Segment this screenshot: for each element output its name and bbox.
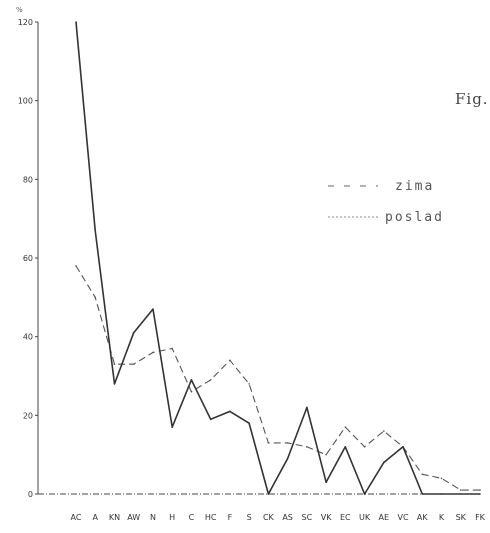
- x-category-label: S: [247, 513, 252, 522]
- data-point-poslad: [209, 418, 212, 421]
- data-point-zima: [229, 359, 231, 362]
- x-category-label: EC: [340, 513, 351, 522]
- data-point-zima: [286, 442, 289, 444]
- data-point-zima: [171, 347, 173, 350]
- data-point-zima: [421, 473, 424, 476]
- x-category-label: C: [189, 513, 195, 522]
- data-point-zima: [75, 265, 77, 267]
- data-point-zima: [267, 442, 270, 444]
- data-point-poslad: [363, 493, 366, 495]
- data-point-poslad: [383, 461, 385, 464]
- data-point-poslad: [190, 379, 193, 381]
- data-point-poslad: [113, 383, 116, 385]
- data-point-zima: [132, 363, 135, 366]
- legend-item-poslad: poslad: [328, 210, 444, 225]
- data-point-poslad: [248, 422, 250, 425]
- data-point-zima: [152, 351, 154, 354]
- y-tick-label: 20: [23, 411, 33, 420]
- y-tick-label: 40: [23, 333, 33, 342]
- data-point-zima: [190, 390, 193, 393]
- x-category-label: FK: [475, 513, 486, 522]
- data-point-zima: [209, 379, 212, 381]
- series-layer: [75, 21, 481, 495]
- legend-label-poslad: poslad: [385, 210, 444, 225]
- x-category-label: VK: [321, 513, 332, 522]
- legend: zima poslad: [328, 179, 444, 225]
- x-category-label: AC: [71, 513, 82, 522]
- x-category-label: AK: [417, 513, 428, 522]
- data-point-zima: [383, 430, 385, 432]
- figure-label: Fig.: [455, 90, 489, 108]
- data-point-poslad: [421, 493, 424, 495]
- x-category-labels: AC A KN AW N H C HC F S CK AS SC VK EC UK AE VC AK K SK FK: [71, 513, 486, 522]
- data-point-zima: [306, 446, 308, 448]
- y-tick-label: 80: [23, 175, 33, 184]
- x-category-label: K: [439, 513, 445, 522]
- data-point-poslad: [152, 308, 154, 310]
- data-point-poslad: [306, 406, 308, 409]
- data-point-zima: [94, 296, 97, 299]
- data-point-poslad: [440, 493, 443, 495]
- x-category-label: F: [228, 513, 233, 522]
- data-point-poslad: [479, 493, 481, 495]
- data-point-poslad: [171, 426, 173, 428]
- data-point-zima: [113, 363, 116, 366]
- data-point-poslad: [459, 493, 462, 495]
- series-line-zima: [75, 265, 480, 491]
- x-category-label: N: [150, 513, 156, 522]
- legend-label-zima: zima: [395, 179, 434, 194]
- x-category-label: A: [92, 513, 98, 522]
- x-category-label: HC: [205, 513, 217, 522]
- data-point-poslad: [286, 457, 289, 460]
- y-tick-label: 120: [18, 18, 33, 27]
- y-ticks: 0 20 40 60 80 100 120: [18, 18, 38, 499]
- x-category-label: KN: [109, 513, 120, 522]
- x-category-label: CK: [263, 513, 275, 522]
- data-point-poslad: [75, 21, 77, 23]
- y-tick-label: 100: [18, 97, 33, 106]
- data-point-poslad: [325, 481, 327, 484]
- data-point-poslad: [132, 331, 135, 334]
- data-point-zima: [363, 446, 366, 448]
- x-category-label: AS: [282, 513, 293, 522]
- x-category-label: AW: [127, 513, 140, 522]
- data-point-zima: [440, 477, 443, 480]
- data-point-poslad: [344, 446, 347, 448]
- series-line-poslad: [75, 21, 480, 495]
- y-tick-label: 60: [23, 254, 33, 263]
- x-category-label: VC: [398, 513, 409, 522]
- data-point-poslad: [267, 493, 270, 495]
- data-point-zima: [344, 426, 347, 428]
- y-unit-label: %: [16, 6, 23, 14]
- data-point-zima: [248, 383, 250, 385]
- data-point-poslad: [94, 229, 97, 232]
- x-category-label: SK: [456, 513, 467, 522]
- data-point-zima: [459, 489, 462, 491]
- x-category-label: UK: [359, 513, 371, 522]
- legend-item-zima: zima: [328, 179, 434, 194]
- data-point-zima: [479, 489, 481, 491]
- x-category-label: SC: [302, 513, 313, 522]
- y-tick-label: 0: [28, 490, 33, 499]
- x-category-label: H: [169, 513, 175, 522]
- data-point-poslad: [229, 410, 231, 413]
- x-category-label: AE: [379, 513, 390, 522]
- data-point-zima: [325, 453, 327, 456]
- data-point-poslad: [402, 446, 404, 448]
